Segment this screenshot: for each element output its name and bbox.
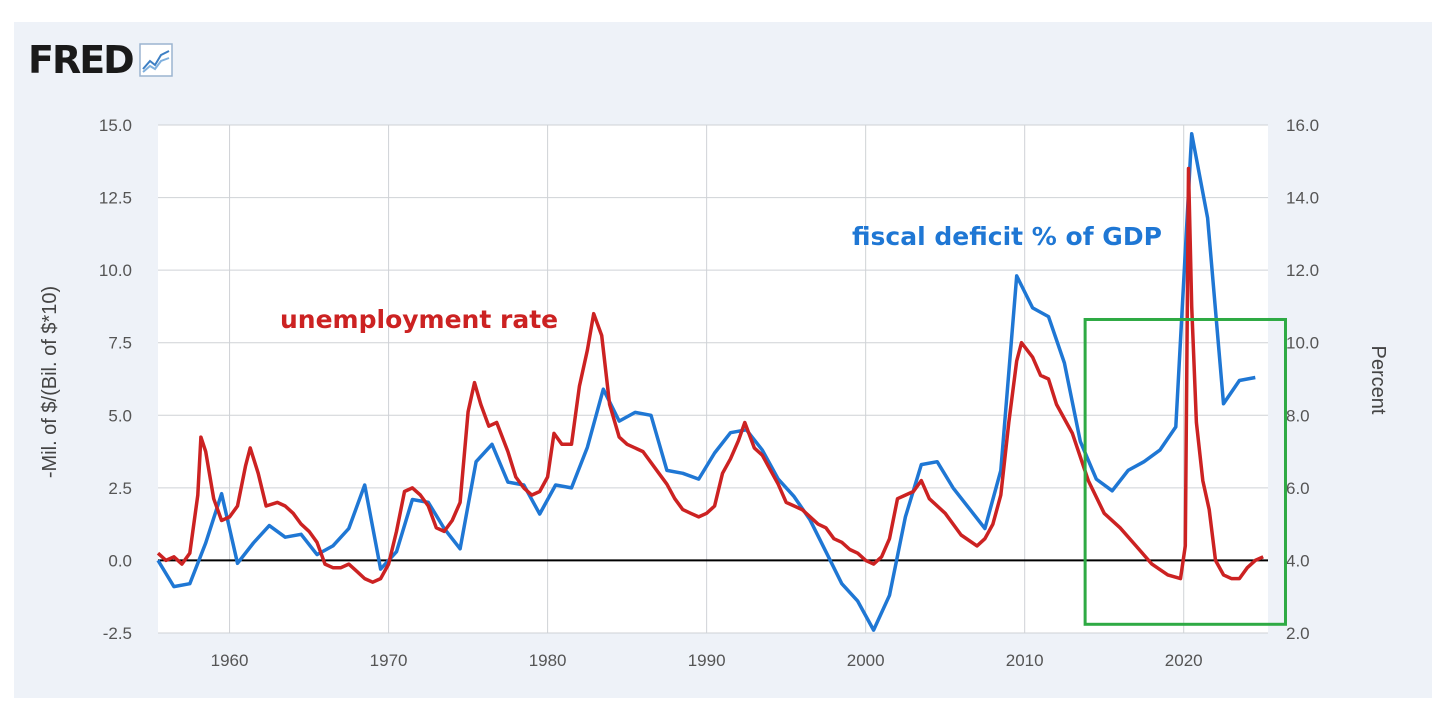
right-tick-label: 10.0: [1286, 334, 1319, 353]
left-axis-title: -Mil. of $/(Bil. of $*10): [39, 286, 61, 478]
right-tick-label: 8.0: [1286, 406, 1310, 425]
unemployment-rate-line: [156, 166, 1264, 584]
x-tick-label: 2020: [1165, 651, 1203, 670]
x-tick-label: 1980: [529, 651, 567, 670]
left-tick-label: -2.5: [103, 624, 132, 643]
x-tick-label: 2000: [847, 651, 885, 670]
x-tick-label: 2010: [1006, 651, 1044, 670]
left-tick-label: 12.5: [99, 189, 132, 208]
left-tick-label: 0.0: [108, 551, 132, 570]
fred-logo-text: FRED: [28, 38, 135, 82]
plot-background: [158, 125, 1268, 633]
right-tick-label: 4.0: [1286, 551, 1310, 570]
annotation-unemployment-rate: unemployment rate: [280, 305, 558, 334]
left-tick-label: 5.0: [108, 406, 132, 425]
highlight-box: [1083, 317, 1287, 626]
left-tick-label: 7.5: [108, 334, 132, 353]
series-lines: [156, 131, 1264, 632]
annotation-fiscal-deficit: fiscal deficit % of GDP: [852, 222, 1162, 251]
right-axis-title: Percent: [1367, 346, 1389, 415]
left-tick-label: 10.0: [99, 261, 132, 280]
tick-labels: -2.5 2.0 0.0 4.0 2.5 6.0 5.0 8.0 7.5 10.0 10.0 12.0…: [99, 116, 1319, 670]
grid-lines: [158, 124, 1268, 634]
right-tick-label: 14.0: [1286, 189, 1319, 208]
left-tick-label: 15.0: [99, 116, 132, 135]
line-chart-icon: [138, 43, 173, 77]
fred-logo[interactable]: FRED: [28, 38, 173, 82]
left-tick-label: 2.5: [108, 479, 132, 498]
fiscal-deficit-line: [156, 131, 1256, 632]
x-tick-label: 1990: [688, 651, 726, 670]
x-tick-label: 1970: [370, 651, 408, 670]
right-tick-label: 6.0: [1286, 479, 1310, 498]
right-tick-label: 16.0: [1286, 116, 1319, 135]
right-tick-label: 12.0: [1286, 261, 1319, 280]
x-tick-label: 1960: [211, 651, 249, 670]
right-tick-label: 2.0: [1286, 624, 1310, 643]
